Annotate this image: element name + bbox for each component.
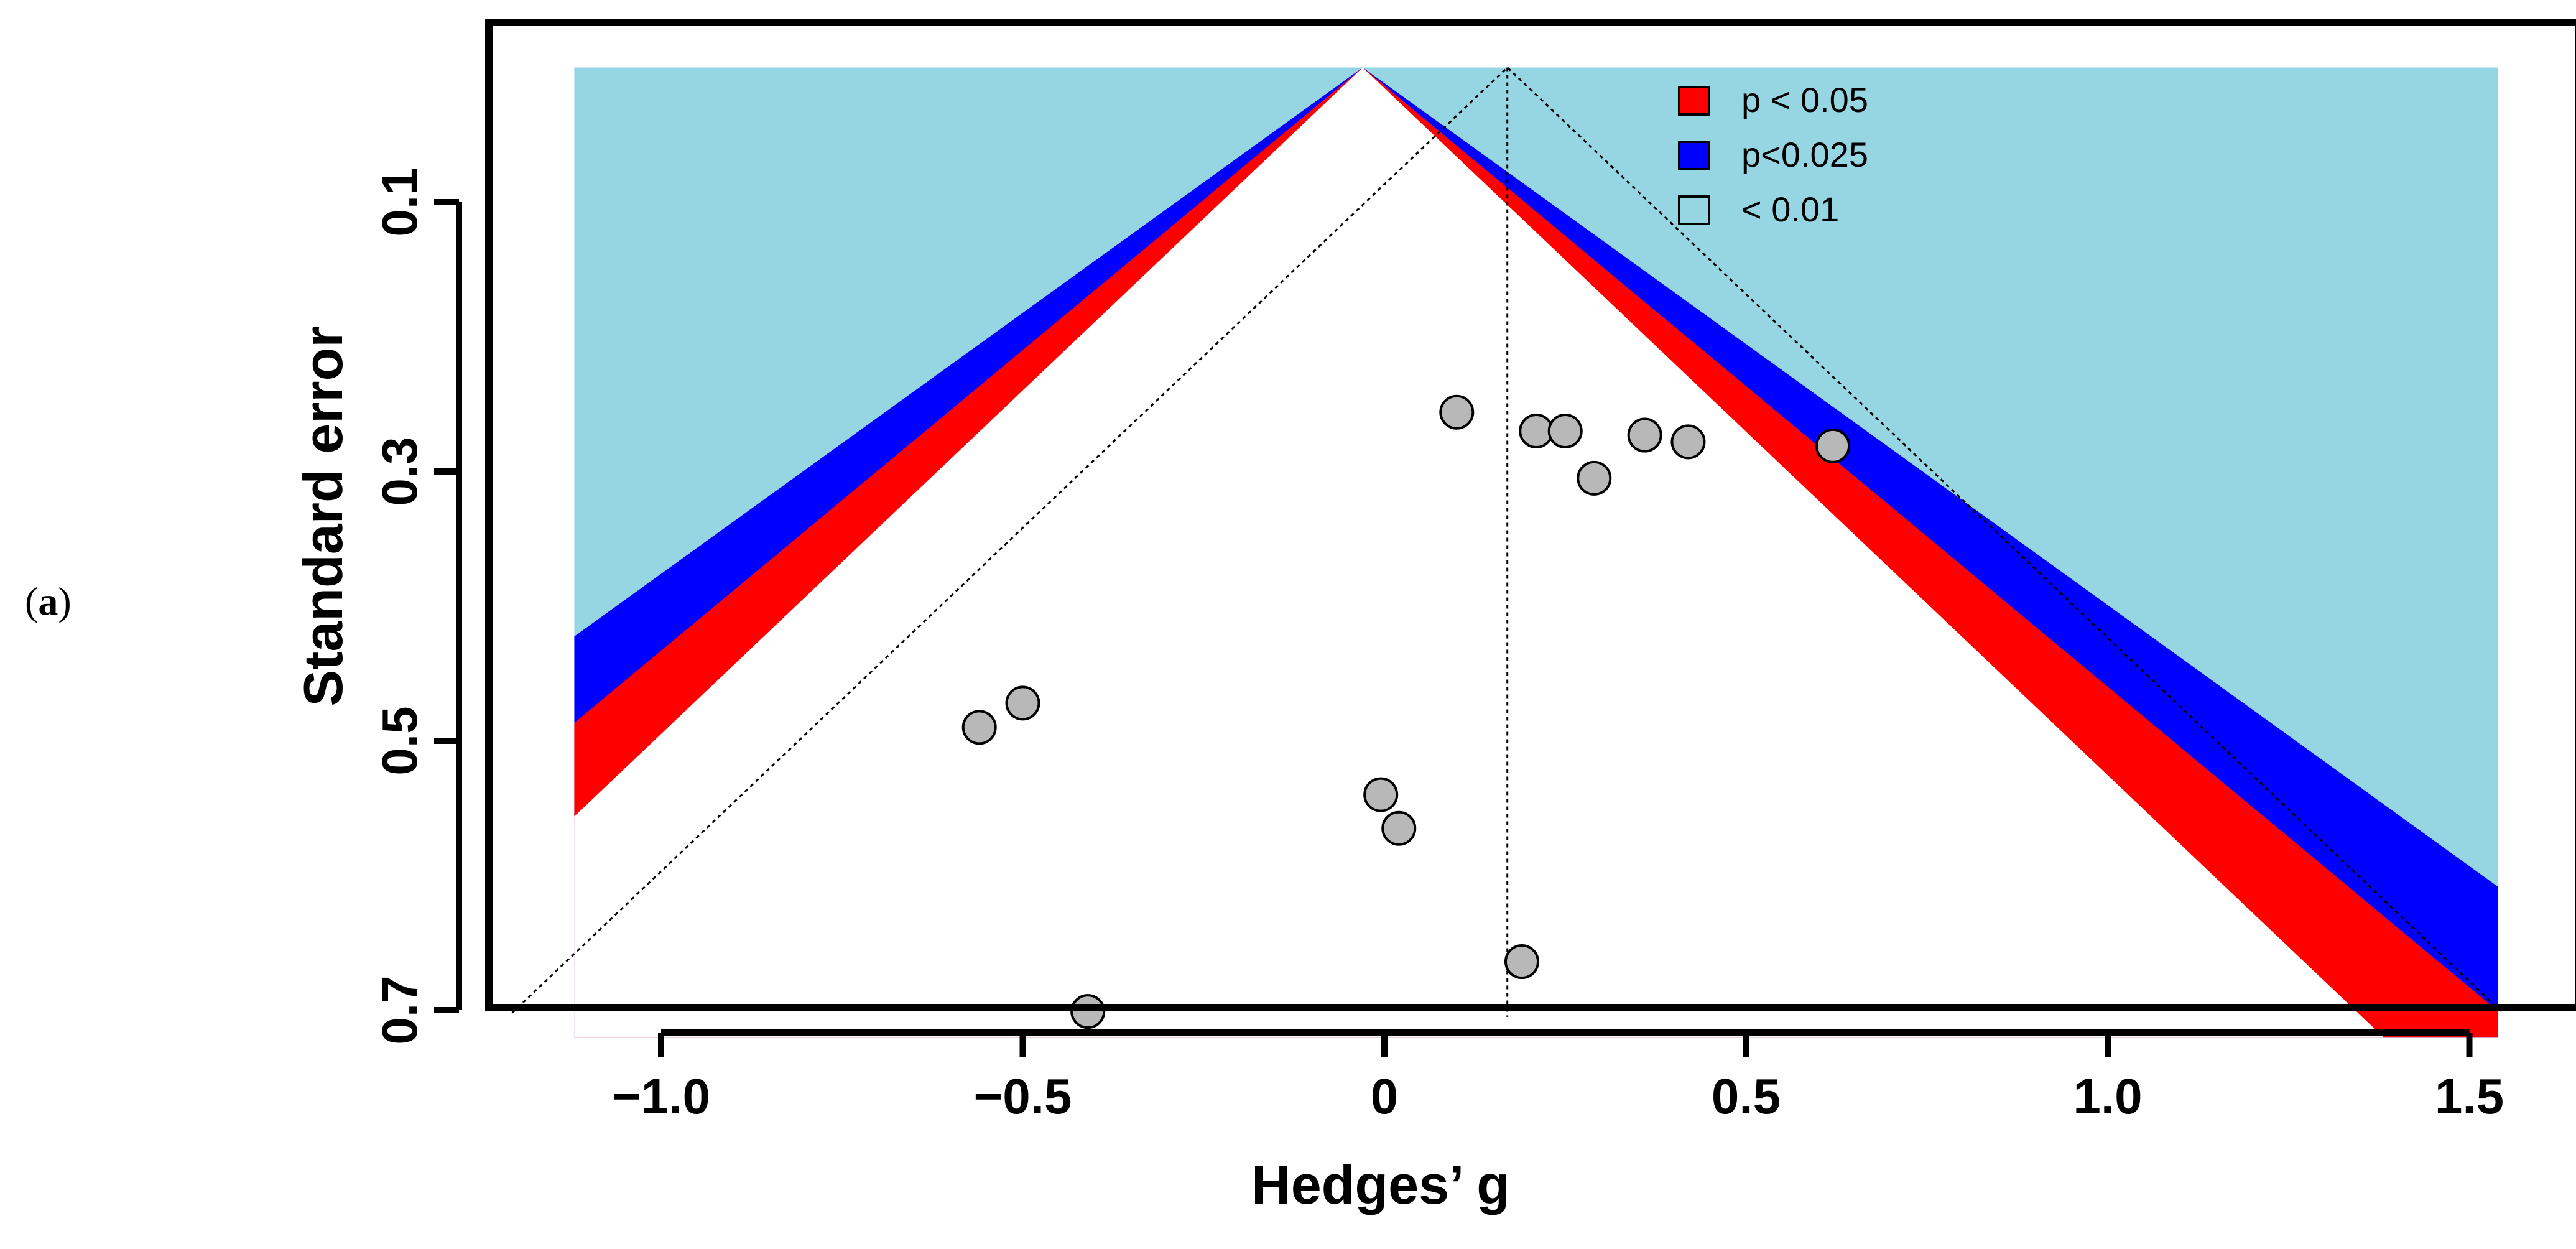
study-point: [1815, 428, 1851, 463]
y-axis: 0.1 0.3 0.5 0.7: [372, 167, 462, 1045]
study-point: [1504, 944, 1539, 980]
y-tick-label: 0.1: [372, 167, 427, 236]
study-point: [1070, 994, 1106, 1029]
study-point: [1363, 777, 1399, 812]
legend-label: < 0.01: [1741, 190, 1839, 229]
study-point: [1519, 414, 1554, 449]
study-point: [1005, 685, 1040, 721]
legend-swatch: [1678, 195, 1710, 225]
study-point: [1627, 417, 1662, 453]
y-tick-label: 0.5: [372, 706, 427, 775]
y-axis-title: Standard error: [292, 326, 354, 706]
y-tick-label: 0.7: [372, 975, 427, 1044]
study-point: [1547, 414, 1583, 449]
legend-swatch: [1678, 141, 1710, 170]
x-tick-label: 1.0: [2073, 1069, 2142, 1124]
study-point: [961, 710, 997, 745]
x-tick-label: 0.5: [1712, 1069, 1781, 1124]
legend-swatch: [1678, 86, 1710, 116]
plot-frame: [485, 19, 2576, 1011]
x-axis: −1.0 −0.5 0 0.5 1.0 1.5: [612, 1029, 2504, 1124]
y-tick-label: 0.3: [372, 437, 427, 506]
x-tick-label: 0: [1371, 1069, 1399, 1124]
study-point: [1670, 424, 1706, 460]
study-point: [1381, 810, 1417, 846]
legend: p < 0.05 p<0.025 < 0.01: [1678, 80, 1868, 229]
x-tick-label: 1.5: [2435, 1069, 2504, 1124]
study-point: [1439, 394, 1475, 430]
x-axis-title: Hedges’ g: [1251, 1154, 1510, 1215]
panel-label: (a): [25, 579, 72, 623]
region-nonsignificant: [574, 67, 2384, 1038]
study-point: [1577, 460, 1612, 496]
x-tick-label: −0.5: [974, 1069, 1072, 1124]
legend-label: p<0.025: [1741, 135, 1868, 174]
plot-area: [511, 66, 2503, 1038]
legend-label: p < 0.05: [1741, 80, 1868, 119]
x-tick-label: −1.0: [612, 1069, 710, 1124]
confidence-funnel-line: [511, 66, 2503, 1014]
